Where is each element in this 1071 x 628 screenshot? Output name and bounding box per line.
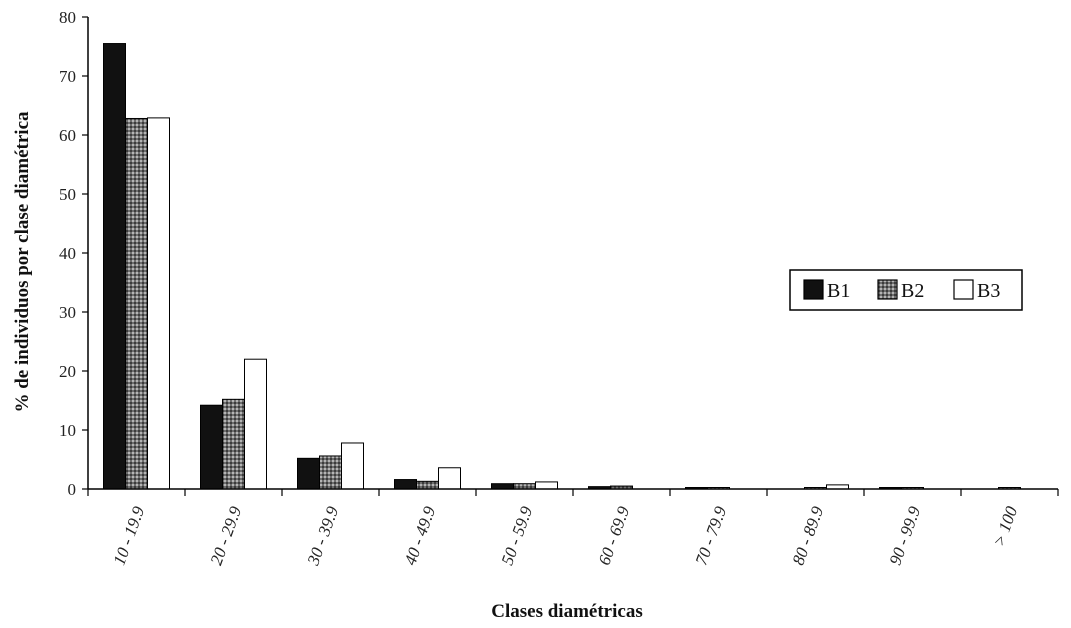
x-tick-label: 20 - 29.9	[207, 503, 246, 567]
legend: B1 B2 B3	[789, 269, 1023, 311]
y-tick-label: 80	[59, 8, 76, 27]
y-tick-label: 50	[59, 185, 76, 204]
bar-b3	[535, 481, 558, 490]
legend-label-b1: B1	[827, 280, 850, 302]
y-tick-label: 40	[59, 244, 76, 263]
bar-b3	[341, 442, 364, 490]
x-axis-tick-labels: 10 - 19.9 20 - 29.9 30 - 39.9 40 - 49.9 50 -…	[110, 503, 1022, 568]
bar-b2	[125, 117, 148, 490]
x-tick-label: 10 - 19.9	[110, 503, 149, 567]
bar-b1	[200, 404, 223, 490]
legend-swatch-b3	[953, 279, 974, 300]
x-tick-label: 80 - 89.9	[789, 503, 828, 567]
legend-box	[789, 269, 1023, 311]
bar-b1	[491, 483, 514, 490]
legend-label-b3: B3	[977, 280, 1000, 302]
x-axis-title: Clases diamétricas	[491, 601, 642, 622]
y-tick-label: 70	[59, 67, 76, 86]
bar-b1	[103, 43, 126, 490]
legend-label-b2: B2	[901, 280, 924, 302]
y-axis-ticks: 0 10 20 30 40 50 60 70 80	[59, 8, 88, 499]
x-tick-label: 70 - 79.9	[692, 503, 731, 567]
y-tick-label: 30	[59, 303, 76, 322]
y-tick-label: 0	[68, 480, 77, 499]
x-tick-label: 30 - 39.9	[303, 503, 342, 568]
legend-swatch-b1	[803, 279, 824, 300]
x-tick-label: 50 - 59.9	[498, 503, 537, 567]
bar-b2	[416, 480, 439, 490]
y-tick-label: 10	[59, 421, 76, 440]
x-tick-label: > 100	[989, 503, 1021, 549]
bar-b3	[147, 117, 170, 490]
y-tick-label: 20	[59, 362, 76, 381]
bars	[103, 43, 1021, 490]
bar-b2	[222, 398, 245, 490]
bar-b2	[513, 483, 536, 490]
bar-b1	[394, 479, 417, 490]
axes	[87, 17, 1059, 496]
bar-b2	[319, 455, 342, 490]
bar-b3	[244, 358, 267, 490]
x-tick-label: 90 - 99.9	[886, 503, 925, 567]
y-axis-title: % de individuos por clase diamétrica	[12, 111, 33, 413]
x-tick-label: 40 - 49.9	[401, 503, 440, 567]
legend-swatch-b2	[877, 279, 898, 300]
y-tick-label: 60	[59, 126, 76, 145]
x-tick-label: 60 - 69.9	[595, 503, 634, 567]
bar-b3	[438, 467, 461, 490]
bar-b1	[297, 457, 320, 490]
